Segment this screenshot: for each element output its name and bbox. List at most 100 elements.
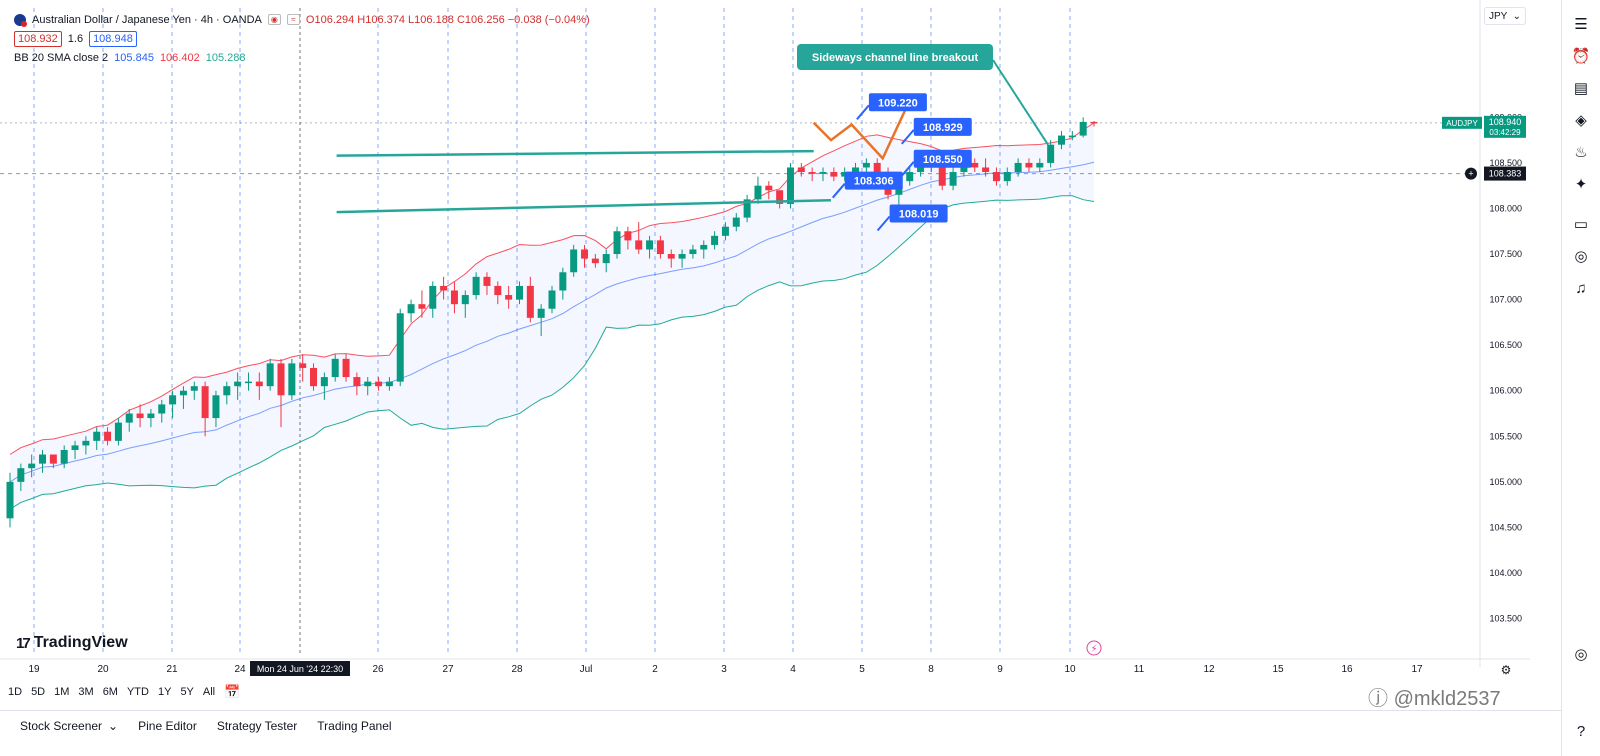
- candle-body: [1047, 144, 1055, 163]
- candle-body: [732, 217, 740, 227]
- candle: [310, 363, 318, 391]
- y-tick-label: 106.500: [1489, 340, 1522, 350]
- sell-button[interactable]: 108.932: [14, 30, 62, 47]
- timeframe-5y[interactable]: 5Y: [180, 686, 194, 698]
- price-label-text: 109.220: [878, 97, 918, 109]
- candle: [266, 358, 274, 391]
- candle-body: [515, 285, 523, 300]
- candle: [396, 308, 404, 387]
- candle: [28, 454, 36, 478]
- candle-body: [949, 172, 957, 186]
- candle: [971, 158, 979, 173]
- price-label-pointer: [900, 129, 915, 145]
- candle-body: [60, 449, 68, 464]
- candle-body: [852, 167, 860, 173]
- watchlist-icon[interactable]: ▤: [1573, 80, 1589, 97]
- timeframe-5d[interactable]: 5D: [31, 686, 46, 698]
- candle-body: [1057, 135, 1065, 145]
- bollinger-lower-line: [9, 195, 1095, 510]
- target-icon[interactable]: ◎: [1574, 646, 1588, 663]
- candle-body: [613, 231, 621, 255]
- candle-body: [93, 431, 101, 441]
- candle: [537, 304, 545, 337]
- candle: [1079, 117, 1087, 138]
- price-label: 108.306: [831, 171, 903, 199]
- bollinger-basis-line: [9, 161, 1095, 483]
- candle-body: [125, 413, 133, 423]
- candle: [494, 281, 502, 305]
- help-icon[interactable]: ?: [1576, 722, 1586, 740]
- y-tick-label: 107.000: [1489, 295, 1522, 305]
- timeframe-1y[interactable]: 1Y: [157, 686, 172, 698]
- buy-button[interactable]: 108.948: [89, 30, 137, 47]
- candle: [526, 276, 534, 323]
- candle: [581, 244, 589, 268]
- candle: [212, 390, 220, 428]
- timeframe-all[interactable]: All: [202, 686, 216, 698]
- layers-icon[interactable]: ◈: [1575, 112, 1587, 129]
- list-icon[interactable]: ☰: [1574, 16, 1588, 33]
- timeframe-1m[interactable]: 1M: [54, 686, 70, 698]
- candle-body: [548, 290, 556, 309]
- candle: [591, 254, 599, 268]
- price-label-text: 108.306: [854, 176, 894, 188]
- candle: [461, 290, 469, 318]
- price-label: 108.550: [900, 149, 972, 177]
- indicator-icon[interactable]: ≈: [286, 14, 300, 25]
- candle-body: [797, 167, 805, 173]
- y-tick-label: 108.500: [1489, 158, 1522, 168]
- candle: [450, 281, 458, 314]
- panel-tab-stock-screener[interactable]: Stock Screener: [20, 719, 103, 733]
- candle-body: [212, 395, 220, 419]
- x-tick-label: 5: [859, 664, 865, 675]
- candle-body: [136, 413, 144, 419]
- chevron-down-icon[interactable]: ⌄: [108, 719, 119, 733]
- panel-tab-pine-editor[interactable]: Pine Editor: [138, 719, 197, 733]
- timeframe-1d[interactable]: 1D: [8, 686, 23, 698]
- candle-body: [1025, 162, 1033, 168]
- candle: [17, 463, 25, 491]
- candle: [60, 445, 68, 469]
- alarm-icon[interactable]: ⏰: [1571, 48, 1591, 65]
- symbol-title[interactable]: Australian Dollar / Japanese Yen · 4h · …: [32, 13, 262, 26]
- candle: [6, 472, 14, 528]
- candle: [776, 190, 784, 209]
- price-label-pointer: [876, 215, 891, 232]
- eye-icon[interactable]: ◉: [267, 14, 281, 25]
- date-range-icon[interactable]: 📅: [224, 684, 241, 699]
- event-marker-circle: [1086, 640, 1102, 656]
- timeframe-3m[interactable]: 3M: [78, 686, 94, 698]
- candle-body: [429, 285, 437, 309]
- candle-body: [39, 454, 47, 464]
- panel-tab-trading-panel[interactable]: Trading Panel: [317, 719, 392, 733]
- candle-body: [385, 381, 393, 387]
- candle-body: [656, 240, 664, 255]
- candle: [147, 408, 155, 428]
- candle: [721, 222, 729, 241]
- timeframe-6m[interactable]: 6M: [102, 686, 118, 698]
- candle-body: [71, 445, 79, 450]
- candle: [808, 167, 816, 182]
- bell-icon[interactable]: ♫: [1575, 279, 1587, 297]
- chat-icon[interactable]: ▭: [1573, 216, 1589, 233]
- candle: [364, 377, 372, 396]
- timeframe-ytd[interactable]: YTD: [126, 686, 149, 698]
- x-tick-label: 2: [652, 664, 658, 675]
- candle: [906, 167, 914, 186]
- candle: [201, 381, 209, 437]
- channel-bottom-line: [336, 199, 831, 214]
- broadcast-icon[interactable]: ◎: [1574, 248, 1588, 265]
- fire-icon[interactable]: ♨: [1574, 144, 1588, 161]
- bb-indicator-label[interactable]: BB 20 SMA close 2: [14, 51, 109, 64]
- watermark-text: @mkld2537: [1393, 688, 1501, 710]
- price-label-pointer: [856, 104, 870, 120]
- candle: [667, 249, 675, 268]
- currency-select[interactable]: JPY ⌄: [1484, 7, 1526, 25]
- idea-icon[interactable]: ✦: [1574, 176, 1588, 193]
- candle: [1036, 158, 1044, 173]
- x-tick-label: 17: [1411, 664, 1423, 675]
- candle: [1090, 120, 1098, 127]
- tradingview-logo-icon: 17: [16, 634, 31, 652]
- panel-tab-strategy-tester[interactable]: Strategy Tester: [216, 719, 298, 733]
